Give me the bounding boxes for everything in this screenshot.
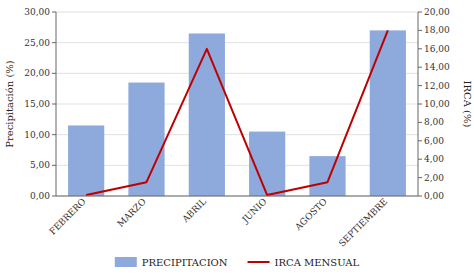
y-tick (52, 165, 56, 166)
bar (370, 30, 406, 196)
y-tick (52, 42, 56, 43)
axes: 0,00 5,00 10,00 15,00 20,00 25,00 30,00 0,00 2,0… (24, 7, 450, 249)
grid-line (56, 73, 418, 74)
x-tick-label: FEBRERO (47, 196, 87, 236)
y2-tick-label: 6,00 (424, 136, 444, 146)
y2-tick-label: 10,00 (424, 99, 450, 109)
y2-tick (418, 12, 422, 13)
y-tick-label: 5,00 (30, 160, 50, 170)
legend-item: IRCA MENSUAL (248, 257, 360, 268)
y-tick (52, 12, 56, 13)
y2-tick-label: 8,00 (424, 117, 444, 127)
y2-tick (418, 67, 422, 68)
legend-swatch (115, 257, 137, 267)
y-tick (52, 196, 56, 197)
y-tick-label: 10,00 (24, 130, 50, 140)
bar (128, 83, 164, 196)
y2-tick (418, 140, 422, 141)
y2-tick (418, 104, 422, 105)
grid-line (56, 134, 418, 135)
y2-tick-label: 16,00 (424, 44, 450, 54)
chart: 0,00 5,00 10,00 15,00 20,00 25,00 30,00 0,00 2,0… (0, 0, 474, 276)
grid-line (56, 196, 418, 197)
x-tick-label: AGOSTO (292, 196, 329, 233)
x-tick-label: ABRIL (180, 196, 209, 225)
y-tick (52, 134, 56, 135)
x-tick-label: SEPTIEMBRE (337, 196, 389, 248)
y2-tick (418, 85, 422, 86)
grid-line (56, 104, 418, 105)
grid (56, 12, 418, 196)
plot-area (68, 30, 406, 196)
y2-tick-label: 18,00 (424, 25, 450, 35)
y2-tick (418, 48, 422, 49)
legend-label: PRECIPITACION (142, 257, 228, 268)
y-tick-label: 20,00 (24, 68, 50, 78)
y2-tick-label: 0,00 (424, 191, 444, 201)
x-tick-label: JUNIO (240, 196, 269, 225)
x-axis-line (56, 196, 418, 197)
grid-line (56, 42, 418, 43)
y-tick (52, 104, 56, 105)
y-tick-label: 0,00 (30, 191, 50, 201)
legend: PRECIPITACION IRCA MENSUAL (115, 257, 360, 268)
legend-swatch (248, 261, 270, 263)
y-tick-label: 15,00 (24, 99, 50, 109)
grid-line (56, 12, 418, 13)
y2-axis-label: IRCA (%) (462, 81, 473, 128)
bar (189, 33, 225, 196)
y2-tick (418, 177, 422, 178)
y2-tick-label: 12,00 (424, 81, 450, 91)
y-tick (52, 73, 56, 74)
grid-line (56, 165, 418, 166)
line (86, 30, 388, 195)
y-tick-label: 30,00 (24, 7, 50, 17)
y2-tick-label: 4,00 (424, 154, 444, 164)
y2-tick (418, 196, 422, 197)
y2-tick-label: 20,00 (424, 7, 450, 17)
y2-tick (418, 159, 422, 160)
y-tick-label: 25,00 (24, 38, 50, 48)
bar (309, 156, 345, 196)
y2-tick-label: 2,00 (424, 173, 444, 183)
x-tick-label: MARZO (115, 196, 148, 229)
y-axis-label: Precipitación (%) (4, 60, 15, 148)
y2-tick (418, 30, 422, 31)
y2-tick-label: 14,00 (424, 62, 450, 72)
legend-label: IRCA MENSUAL (275, 257, 360, 268)
legend-item: PRECIPITACION (115, 257, 228, 268)
bar (68, 125, 104, 196)
y2-tick (418, 122, 422, 123)
